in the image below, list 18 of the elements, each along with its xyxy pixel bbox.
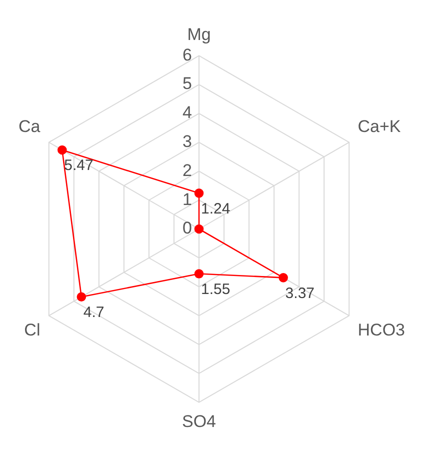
spoke-label: HCO3 — [358, 320, 406, 340]
y-tick-label: 6 — [182, 45, 192, 64]
data-label: 5.47 — [64, 157, 94, 174]
y-tick-label: 1 — [182, 190, 192, 209]
data-label: 1.24 — [201, 200, 230, 218]
spoke-label: Cl — [24, 320, 40, 340]
y-tick-label: 4 — [182, 103, 192, 122]
y-tick-label: 0 — [182, 218, 192, 238]
spoke-label: Ca+K — [358, 116, 402, 136]
data-label: 1.55 — [201, 280, 230, 298]
spoke-label: Mg — [187, 25, 211, 44]
y-tick-label: 3 — [182, 132, 192, 152]
spoke-label: Ca — [18, 116, 41, 136]
data-label: 4.7 — [83, 304, 104, 322]
y-tick-label: 5 — [182, 74, 192, 94]
spoke-label: SO4 — [182, 412, 216, 432]
y-tick-label: 2 — [182, 160, 192, 180]
data-label: 3.37 — [285, 284, 315, 302]
